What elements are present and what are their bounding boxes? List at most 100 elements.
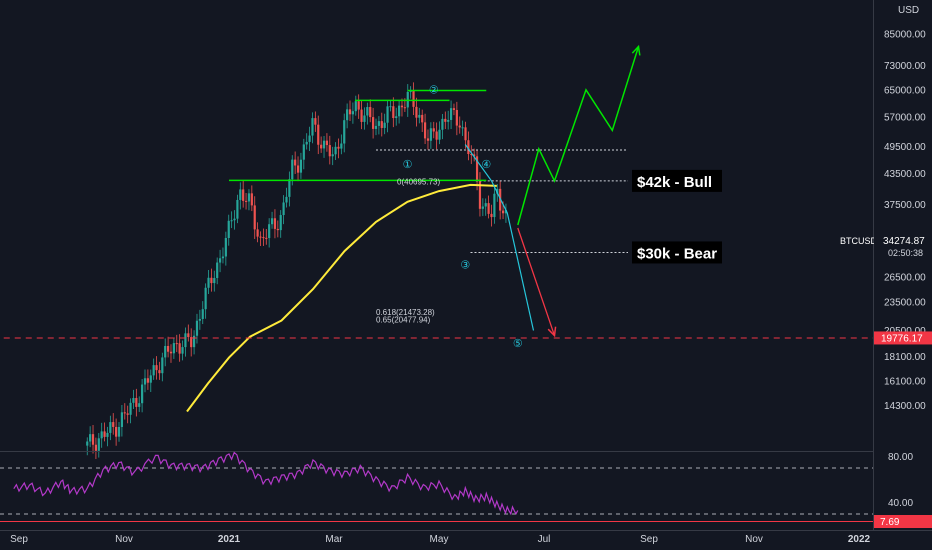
candle-body: [201, 309, 204, 319]
candle-body: [285, 196, 288, 203]
time-tick-label: 2021: [218, 534, 241, 545]
candle-body: [317, 124, 320, 145]
candle-body: [259, 236, 262, 238]
candle-body: [97, 438, 100, 451]
candle-body: [120, 412, 123, 427]
price-pane[interactable]: ① ② ③ ④ ⑤ $42k - Bull $30k - Bear 0(40695.73) 0.…: [0, 44, 886, 459]
candle-body: [432, 128, 435, 132]
candle-body: [265, 237, 268, 239]
projection-paths: [464, 44, 641, 338]
candle-body: [91, 434, 95, 445]
candle-body: [331, 154, 334, 157]
candle-body: [444, 118, 447, 122]
rsi-pane[interactable]: [0, 451, 873, 522]
candle-body: [141, 384, 144, 404]
candle-body: [233, 218, 236, 221]
price-tick-label: 73000.00: [884, 61, 926, 72]
symbol-label: BTCUSD: [840, 236, 878, 246]
candle-body: [236, 199, 239, 219]
candle-body: [389, 106, 392, 108]
candle-body: [314, 118, 317, 125]
candle-body: [117, 426, 121, 437]
candle-body: [325, 140, 329, 146]
candle-body: [377, 121, 380, 126]
candle-body: [250, 193, 253, 206]
candle-body: [461, 127, 464, 129]
candle-body: [320, 144, 323, 149]
candle-body: [268, 224, 271, 239]
candle-body: [383, 122, 386, 128]
candle-body: [296, 165, 300, 173]
candle-body: [103, 431, 106, 437]
candle-body: [126, 413, 129, 415]
bull-arrowhead: [631, 44, 641, 56]
candle-body: [138, 403, 141, 407]
candle-body: [455, 109, 458, 126]
candle-body: [360, 109, 363, 122]
candle-body: [164, 345, 167, 358]
candle-body: [115, 426, 118, 437]
candle-body: [123, 412, 126, 414]
candle-body: [155, 365, 158, 371]
candle-body: [129, 402, 132, 415]
candle-body: [288, 179, 291, 197]
currency-label: USD: [898, 5, 919, 16]
candle-body: [149, 375, 152, 383]
rsi-current-badge: 7.69: [874, 515, 932, 528]
candle-body: [204, 287, 207, 310]
candle-body: [374, 125, 378, 129]
price-tick-label: 14300.00: [884, 401, 926, 412]
candle-body: [132, 397, 135, 403]
candle-body: [89, 434, 92, 442]
rsi-current-badge-bg: [874, 515, 932, 528]
candle-body: [190, 337, 193, 348]
candle-body: [291, 159, 294, 180]
candle-body: [328, 145, 331, 157]
candle-body: [294, 159, 297, 166]
candle-body: [262, 237, 265, 239]
candle-body: [447, 119, 450, 122]
bear-arrowhead: [547, 326, 557, 338]
countdown-label: 02:50:38: [888, 248, 923, 258]
candle-body: [363, 115, 366, 122]
candle-body: [412, 90, 415, 107]
wave-path: [464, 144, 535, 331]
candle-body: [438, 129, 441, 140]
candle-body: [143, 378, 147, 385]
rsi-tick-label: 40.00: [888, 498, 913, 509]
candle-body: [242, 189, 245, 201]
time-tick-label: Jul: [538, 534, 551, 545]
candle-body: [467, 140, 470, 155]
chart-labels: ① ② ③ ④ ⑤ $42k - Bull $30k - Bear 0(40695.73) 0.…: [376, 84, 722, 350]
horizontal-levels: [0, 89, 886, 339]
candle-body: [302, 144, 305, 160]
candle-body: [273, 218, 277, 229]
candle-body: [426, 138, 430, 141]
current-price-badge: [874, 232, 932, 260]
candle-body: [218, 258, 222, 263]
price-level-badge-bg: [874, 331, 932, 345]
candle-body: [386, 106, 389, 123]
candle-body: [311, 118, 314, 136]
price-tick-label: 43500.00: [884, 169, 926, 180]
candle-body: [256, 229, 259, 237]
candle-body: [334, 146, 337, 155]
time-axis[interactable]: Sep Nov 2021 Mar May Jul Sep Nov 2022: [0, 530, 932, 546]
candle-body: [487, 203, 490, 214]
candle-body: [418, 114, 421, 118]
candle-body: [213, 278, 216, 284]
fib-level-label: 0(40695.73): [397, 177, 440, 186]
candle-body: [279, 215, 282, 231]
candle-body: [239, 189, 242, 200]
candle-body: [421, 114, 424, 123]
time-tick-label: Nov: [115, 534, 133, 545]
candle-body: [369, 107, 372, 118]
price-axis[interactable]: 85000.00 73000.00 65000.00 57000.00 49500.00…: [840, 0, 932, 530]
candle-body: [366, 107, 369, 116]
wave-count-label: ①: [403, 159, 413, 171]
candle-body: [435, 131, 438, 140]
candle-body: [380, 121, 383, 128]
candle-body: [490, 213, 493, 218]
